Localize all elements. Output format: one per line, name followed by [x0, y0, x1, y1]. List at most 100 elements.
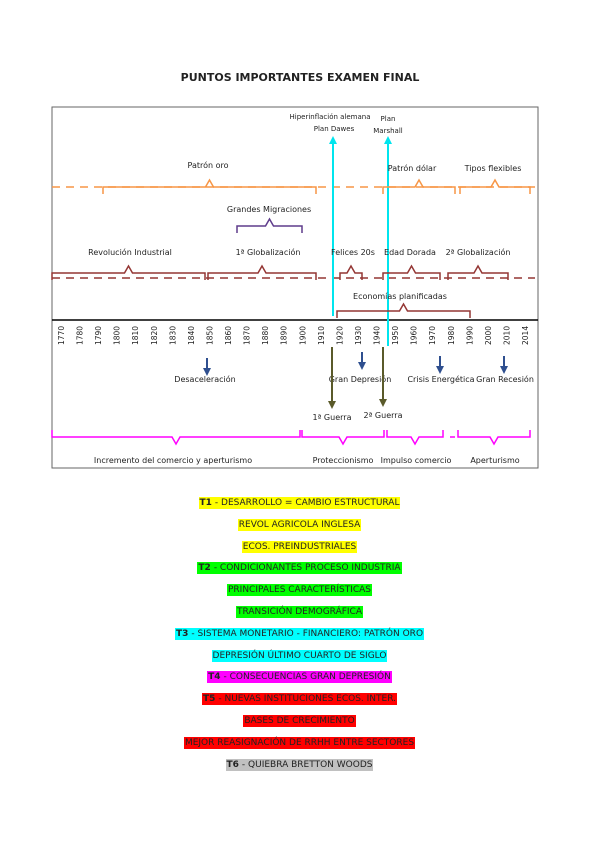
era-label: Revolución Industrial — [88, 247, 172, 257]
year-label: 1910 — [317, 326, 326, 345]
topic-item: T1- DESARROLLO = CAMBIO ESTRUCTURAL — [0, 494, 599, 516]
year-label: 1810 — [131, 326, 140, 345]
topic-text: ECOS. PREINDUSTRIALES — [242, 541, 357, 552]
topic-code: T3 — [175, 628, 189, 639]
title: PUNTOS IMPORTANTES EXAMEN FINAL — [181, 71, 420, 84]
crisis-label: Desaceleración — [174, 374, 235, 384]
marshall-label: Plan — [381, 115, 396, 123]
topic-code: T2 — [198, 563, 211, 574]
topic-item: REVOL AGRICOLA INGLESA — [0, 516, 599, 538]
monetary-label: Tipos flexibles — [464, 164, 522, 173]
crisis-label: Gran Recesión — [476, 374, 534, 384]
brace — [386, 430, 444, 446]
topic-text: - QUIEBRA BRETTON WOODS — [241, 759, 373, 770]
brace — [459, 178, 531, 194]
topic-code: T6 — [226, 759, 239, 770]
era-label: Felices 20s — [331, 248, 375, 257]
year-label: 1790 — [94, 326, 103, 345]
year-label: 1900 — [298, 326, 307, 345]
topic-item: PRINCIPALES CARACTERÍSTICAS — [0, 581, 599, 603]
crisis-label: Crisis Energética — [407, 374, 474, 384]
topic-item: T5- NUEVAS INSTITUCIONES ECOS. INTER. — [0, 690, 599, 712]
trade-label: Aperturismo — [470, 456, 519, 465]
highlight: T2- CONDICIONANTES PROCESO INDUSTRIA — [197, 562, 402, 575]
topic-code: T4 — [208, 672, 221, 683]
highlight: REVOL AGRICOLA INGLESA — [237, 518, 362, 531]
year-label: 1820 — [150, 326, 159, 345]
year-label: 2000 — [484, 326, 493, 345]
highlight: T5- NUEVAS INSTITUCIONES ECOS. INTER. — [201, 693, 398, 706]
trade-label: Incremento del comercio y aperturismo — [94, 456, 252, 465]
dawes-label: Plan Dawes — [314, 125, 355, 133]
topic-text: MEJOR REASIGNACIÓN DE RRHH ENTRE SECTORE… — [184, 737, 415, 748]
year-label: 1970 — [428, 326, 437, 345]
topic-text: TRANSICIÓN DEMOGRÁFICA — [236, 606, 362, 617]
topic-text: - CONDICIONANTES PROCESO INDUSTRIA — [213, 563, 401, 574]
topic-item: T2- CONDICIONANTES PROCESO INDUSTRIA — [0, 559, 599, 581]
highlight: PRINCIPALES CARACTERÍSTICAS — [226, 584, 372, 597]
highlight: T3- SISTEMA MONETARIO - FINANCIERO: PATR… — [174, 627, 425, 640]
topic-item: TRANSICIÓN DEMOGRÁFICA — [0, 603, 599, 625]
brace — [301, 430, 385, 446]
highlight: DEPRESIÓN ÚLTIMO CUARTO DE SIGLO — [211, 649, 388, 662]
year-label: 1980 — [447, 326, 456, 345]
trade-label: Impulso comercio — [381, 456, 452, 465]
crisis-label: Gran Depresión — [329, 374, 392, 384]
monetary-label: Patrón oro — [187, 160, 228, 170]
topic-code: T1 — [199, 498, 212, 508]
year-label: 1830 — [168, 326, 177, 345]
dawes-label: Hiperinflación alemana — [289, 113, 370, 121]
era-label: 1ª Globalización — [236, 247, 301, 257]
topic-text: DEPRESIÓN ÚLTIMO CUARTO DE SIGLO — [212, 650, 387, 661]
brace — [51, 430, 301, 446]
war-label: 2ª Guerra — [364, 411, 403, 420]
topic-item: T6- QUIEBRA BRETTON WOODS — [0, 756, 599, 778]
highlight: T4- CONSECUENCIAS GRAN DEPRESIÓN — [207, 671, 392, 684]
brace — [339, 264, 363, 280]
topic-item: ECOS. PREINDUSTRIALES — [0, 538, 599, 560]
topic-item: MEJOR REASIGNACIÓN DE RRHH ENTRE SECTORE… — [0, 734, 599, 756]
brace — [207, 264, 317, 280]
diagram-frame — [51, 106, 539, 469]
year-label: 1890 — [280, 326, 289, 345]
era-label: 2ª Globalización — [446, 247, 511, 257]
year-label: 1860 — [224, 326, 233, 345]
topic-item: DEPRESIÓN ÚLTIMO CUARTO DE SIGLO — [0, 647, 599, 669]
year-label: 2014 — [521, 326, 530, 345]
brace — [51, 264, 206, 280]
topic-text: - DESARROLLO = CAMBIO ESTRUCTURAL — [214, 498, 400, 508]
brace — [382, 264, 441, 280]
year-label: 1850 — [205, 326, 214, 345]
highlight: ECOS. PREINDUSTRIALES — [241, 540, 358, 553]
topic-text: REVOL AGRICOLA INGLESA — [238, 519, 361, 530]
era-label: Edad Dorada — [384, 248, 436, 257]
marshall-label: Marshall — [373, 127, 403, 135]
year-label: 2010 — [502, 326, 511, 345]
highlight: T1- DESARROLLO = CAMBIO ESTRUCTURAL — [198, 497, 401, 509]
year-label: 1990 — [465, 326, 474, 345]
diagram: PUNTOS IMPORTANTES EXAMEN FINAL Hiperinf… — [51, 71, 539, 469]
year-label: 1960 — [410, 326, 419, 345]
topic-text: - NUEVAS INSTITUCIONES ECOS. INTER. — [218, 694, 397, 705]
year-label: 1950 — [391, 326, 400, 345]
highlight: TRANSICIÓN DEMOGRÁFICA — [235, 605, 363, 618]
brace — [236, 217, 303, 233]
year-label: 1930 — [354, 326, 363, 345]
brace — [336, 302, 471, 318]
topic-item: T3- SISTEMA MONETARIO - FINANCIERO: PATR… — [0, 625, 599, 647]
topic-item: BASES DE CRECIMIENTO — [0, 712, 599, 734]
brace — [102, 178, 317, 194]
year-label: 1880 — [261, 326, 270, 345]
highlight: BASES DE CRECIMIENTO — [243, 714, 356, 727]
year-label: 1940 — [373, 326, 382, 345]
topic-text: BASES DE CRECIMIENTO — [244, 715, 355, 726]
highlight: T6- QUIEBRA BRETTON WOODS — [225, 758, 374, 771]
brace — [382, 178, 456, 194]
monetary-label: Patrón dólar — [388, 163, 437, 173]
year-label: 1870 — [243, 326, 252, 345]
year-label: 1800 — [113, 326, 122, 345]
war-label: 1ª Guerra — [313, 413, 352, 422]
topic-text: - SISTEMA MONETARIO - FINANCIERO: PATRÓN… — [191, 628, 424, 639]
topic-list: T1- DESARROLLO = CAMBIO ESTRUCTURAL REVOL… — [0, 494, 599, 777]
